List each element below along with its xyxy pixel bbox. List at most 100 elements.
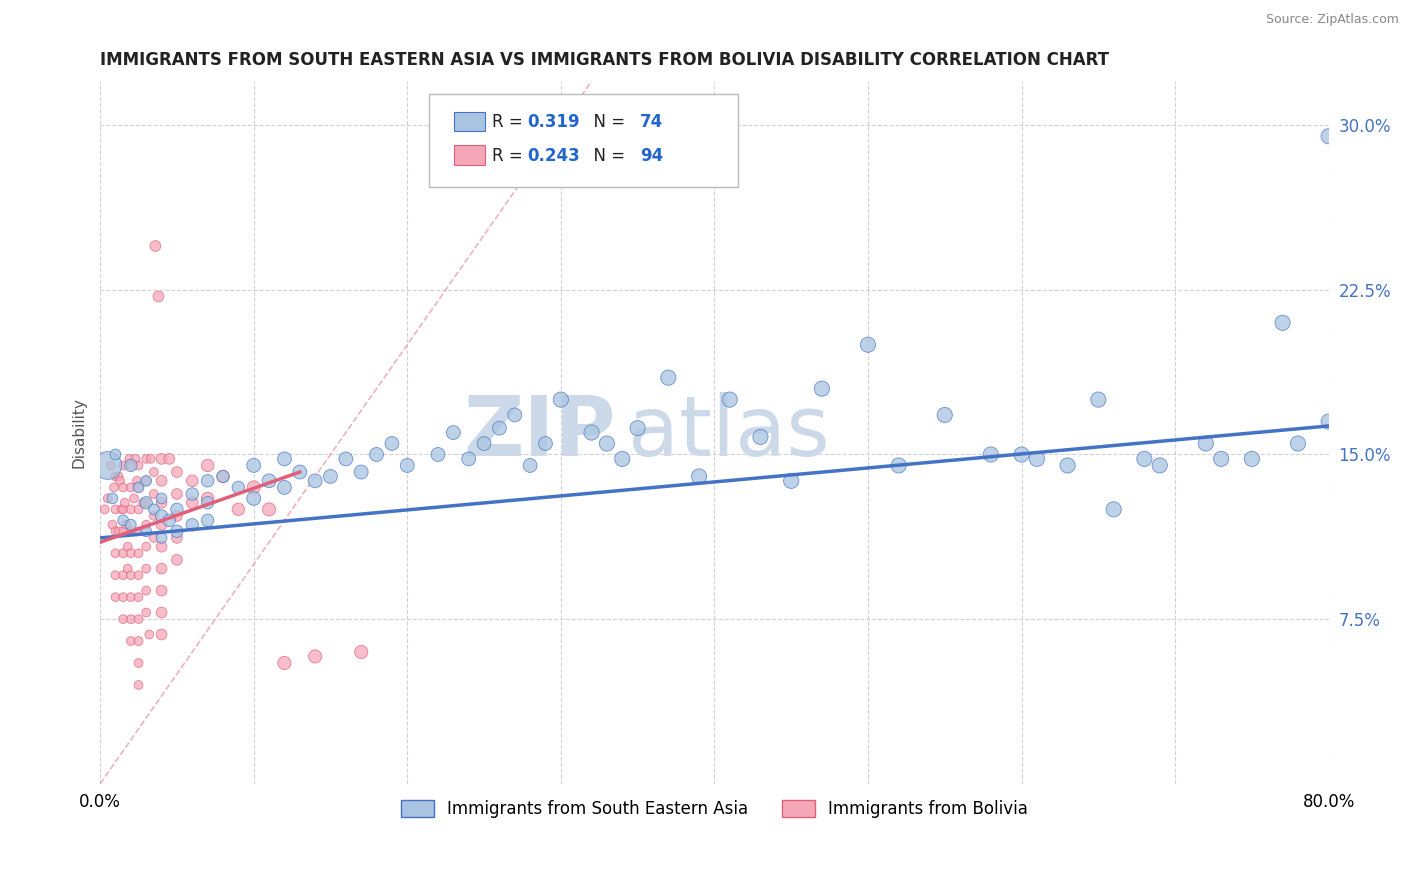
Point xyxy=(128,656,150,670)
Point xyxy=(148,289,170,303)
Point xyxy=(612,451,634,466)
Point xyxy=(112,480,135,494)
Point xyxy=(145,239,167,253)
Point xyxy=(150,583,173,598)
Point xyxy=(441,425,464,440)
Point xyxy=(304,474,326,488)
Text: 0.243: 0.243 xyxy=(527,147,581,165)
Legend: Immigrants from South Eastern Asia, Immigrants from Bolivia: Immigrants from South Eastern Asia, Immi… xyxy=(394,793,1035,824)
Point xyxy=(1102,502,1125,516)
Point xyxy=(142,465,165,479)
Point xyxy=(135,474,157,488)
Point xyxy=(1271,316,1294,330)
Point xyxy=(142,508,165,523)
Point xyxy=(688,469,710,483)
Point xyxy=(100,458,122,473)
Point xyxy=(934,408,956,422)
Point xyxy=(596,436,619,450)
Point xyxy=(1317,129,1340,144)
Point xyxy=(212,469,235,483)
Text: ZIP: ZIP xyxy=(464,392,616,473)
Point xyxy=(104,448,127,462)
Point xyxy=(124,451,146,466)
Point xyxy=(120,458,142,473)
Point xyxy=(128,480,150,494)
Point xyxy=(257,474,280,488)
Point xyxy=(114,496,136,510)
Point xyxy=(118,451,141,466)
Point xyxy=(350,465,373,479)
Point xyxy=(111,502,134,516)
Text: N =: N = xyxy=(583,113,631,131)
Point xyxy=(197,513,219,527)
Point xyxy=(112,590,135,604)
Point xyxy=(120,612,142,626)
Point xyxy=(626,421,648,435)
Point xyxy=(150,491,173,506)
Point xyxy=(115,517,138,532)
Point xyxy=(427,448,450,462)
Point xyxy=(135,496,157,510)
Point xyxy=(132,496,155,510)
Point xyxy=(120,458,142,473)
Point xyxy=(135,606,157,620)
Point xyxy=(150,496,173,510)
Point xyxy=(157,451,180,466)
Point xyxy=(150,508,173,523)
Point xyxy=(117,561,139,575)
Point xyxy=(120,517,142,532)
Point xyxy=(181,487,204,501)
Point xyxy=(503,408,526,422)
Point xyxy=(181,474,204,488)
Point xyxy=(980,448,1002,462)
Point xyxy=(212,469,235,483)
Point xyxy=(780,474,803,488)
Point xyxy=(811,382,834,396)
Point xyxy=(166,487,188,501)
Point xyxy=(273,451,295,466)
Point xyxy=(117,540,139,554)
Point xyxy=(242,480,264,494)
Point xyxy=(97,491,120,506)
Point xyxy=(128,678,150,692)
Point xyxy=(166,531,188,545)
Point xyxy=(242,458,264,473)
Point xyxy=(101,517,124,532)
Point xyxy=(166,502,188,516)
Point xyxy=(104,590,127,604)
Point xyxy=(150,474,173,488)
Point xyxy=(749,430,772,444)
Point xyxy=(97,458,120,473)
Point xyxy=(1133,451,1156,466)
Point xyxy=(457,451,479,466)
Text: 74: 74 xyxy=(640,113,664,131)
Point xyxy=(101,491,124,506)
Point xyxy=(104,568,127,582)
Point xyxy=(534,436,557,450)
Point xyxy=(228,480,250,494)
Point xyxy=(1240,451,1263,466)
Point xyxy=(581,425,603,440)
Point xyxy=(197,458,219,473)
Point xyxy=(139,451,162,466)
Point xyxy=(120,568,142,582)
Point xyxy=(120,524,142,539)
Text: IMMIGRANTS FROM SOUTH EASTERN ASIA VS IMMIGRANTS FROM BOLIVIA DISABILITY CORRELA: IMMIGRANTS FROM SOUTH EASTERN ASIA VS IM… xyxy=(100,51,1109,69)
Point xyxy=(108,474,131,488)
Point xyxy=(104,502,127,516)
Point xyxy=(166,524,188,539)
Point xyxy=(112,458,135,473)
Point xyxy=(150,540,173,554)
Y-axis label: Disability: Disability xyxy=(72,397,86,468)
Point xyxy=(104,546,127,560)
Point xyxy=(257,502,280,516)
Point xyxy=(120,546,142,560)
Point xyxy=(472,436,495,450)
Point xyxy=(135,517,157,532)
Point xyxy=(197,491,219,506)
Point xyxy=(273,480,295,494)
Point xyxy=(122,491,145,506)
Text: Source: ZipAtlas.com: Source: ZipAtlas.com xyxy=(1265,13,1399,27)
Point xyxy=(381,436,404,450)
Text: 0.319: 0.319 xyxy=(527,113,579,131)
